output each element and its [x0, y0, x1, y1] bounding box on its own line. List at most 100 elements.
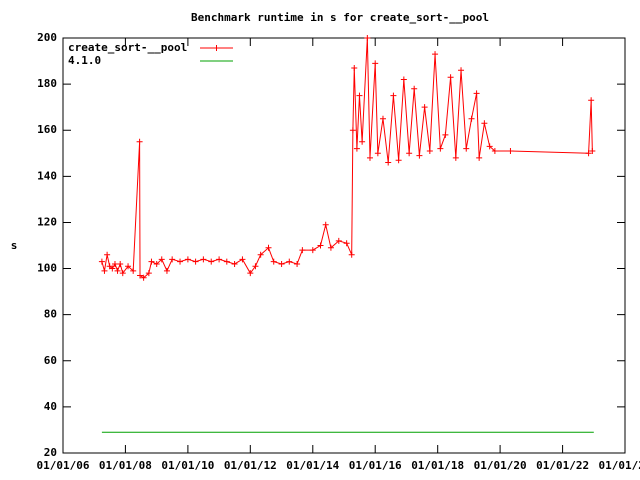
point-marker [169, 256, 176, 263]
point-marker [390, 92, 397, 99]
point-marker [136, 138, 143, 145]
x-tick-label: 01/01/10 [161, 459, 214, 472]
y-tick-label: 120 [37, 215, 57, 228]
y-axis-label: s [11, 239, 18, 252]
y-tick-label: 60 [44, 354, 57, 367]
point-marker [239, 256, 246, 263]
point-marker [458, 67, 465, 74]
point-marker [473, 90, 480, 97]
y-tick-label: 100 [37, 262, 57, 275]
legend-label: create_sort-__pool [68, 41, 187, 54]
y-tick-label: 200 [37, 31, 57, 44]
y-tick-label: 160 [37, 123, 57, 136]
point-marker [278, 260, 285, 267]
point-marker [400, 76, 407, 83]
point-marker [421, 104, 428, 111]
point-marker [426, 147, 433, 154]
point-marker [208, 258, 215, 265]
point-marker [411, 85, 418, 92]
point-marker [231, 260, 238, 267]
point-marker [252, 263, 259, 270]
x-tick-label: 01/01/08 [99, 459, 152, 472]
point-marker [216, 256, 223, 263]
point-marker [98, 258, 105, 265]
y-tick-label: 140 [37, 169, 57, 182]
x-tick-label: 01/01/12 [224, 459, 277, 472]
point-marker [299, 247, 306, 254]
point-marker [309, 247, 316, 254]
point-marker [416, 152, 423, 159]
x-tick-label: 01/01/16 [349, 459, 402, 472]
point-marker [379, 115, 386, 122]
point-marker [343, 240, 350, 247]
point-marker [353, 145, 360, 152]
point-marker [163, 267, 170, 274]
point-marker [317, 242, 324, 249]
point-marker [372, 60, 379, 67]
point-marker [270, 258, 277, 265]
plot-frame [62, 37, 626, 454]
point-marker [335, 237, 342, 244]
point-marker [111, 260, 118, 267]
point-marker [158, 256, 165, 263]
point-marker [366, 154, 373, 161]
point-marker [125, 263, 132, 270]
point-marker [442, 131, 449, 138]
point-marker [114, 267, 121, 274]
point-marker [101, 267, 108, 274]
legend-label: 4.1.0 [68, 54, 101, 67]
point-marker [395, 157, 402, 164]
y-tick-label: 80 [44, 308, 57, 321]
point-marker [452, 154, 459, 161]
point-marker [117, 260, 124, 267]
point-marker [437, 145, 444, 152]
point-marker [130, 267, 137, 274]
point-marker [109, 265, 116, 272]
point-marker [491, 147, 498, 154]
point-marker [327, 244, 334, 251]
point-marker [286, 258, 293, 265]
point-marker [145, 270, 152, 277]
point-marker [507, 147, 514, 154]
point-marker [585, 150, 592, 157]
point-marker [153, 260, 160, 267]
point-marker [351, 64, 358, 71]
x-tick-label: 01/01/18 [411, 459, 464, 472]
y-tick-label: 180 [37, 77, 57, 90]
point-marker [432, 51, 439, 58]
x-tick-label: 01/01/24 [599, 459, 640, 472]
point-marker [486, 143, 493, 150]
point-marker [294, 260, 301, 267]
point-marker [322, 221, 329, 228]
chart-title: Benchmark runtime in s for create_sort-_… [191, 11, 489, 24]
point-marker [140, 274, 147, 281]
point-marker [148, 258, 155, 265]
x-tick-label: 01/01/14 [286, 459, 339, 472]
point-marker [468, 115, 475, 122]
point-marker [406, 150, 413, 157]
point-marker [589, 147, 596, 154]
point-marker [223, 258, 230, 265]
point-marker [184, 256, 191, 263]
point-marker [247, 270, 254, 277]
x-tick-label: 01/01/06 [37, 459, 90, 472]
point-marker [476, 154, 483, 161]
point-marker [200, 256, 207, 263]
point-marker [177, 258, 184, 265]
point-marker [447, 74, 454, 81]
point-marker [349, 127, 356, 134]
point-marker [374, 150, 381, 157]
point-marker [385, 159, 392, 166]
point-marker [257, 251, 264, 258]
point-marker [356, 92, 363, 99]
point-marker [119, 270, 126, 277]
legend-marker [213, 45, 220, 51]
x-tick-label: 01/01/22 [536, 459, 589, 472]
y-tick-label: 40 [44, 400, 57, 413]
point-marker [481, 120, 488, 127]
point-marker [588, 97, 595, 104]
point-marker [364, 35, 371, 41]
y-tick-label: 20 [44, 446, 57, 459]
